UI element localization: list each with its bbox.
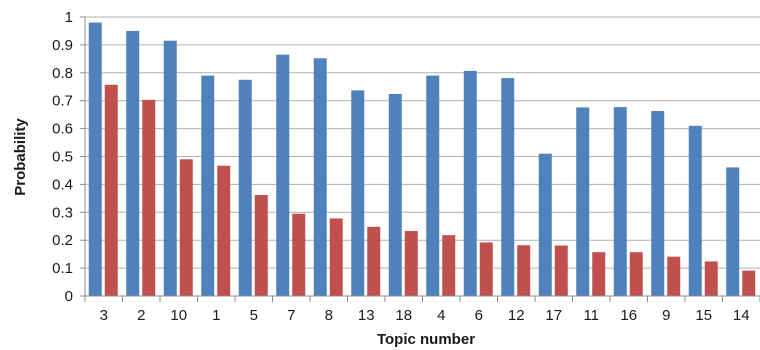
bar-series2-topic-16 [629, 252, 643, 296]
bar-series1-topic-10 [163, 40, 177, 297]
y-tick-labels: 0 0.1 0.2 0.3 0.4 0.5 0.6 0.7 0.8 0.9 1 [52, 9, 73, 305]
bar-series2-topic-6 [479, 242, 493, 296]
bar-series2-topic-11 [592, 252, 606, 296]
bar-series2-topic-14 [742, 270, 756, 296]
bar-series1-topic-3 [88, 22, 102, 297]
x-tick-label: 13 [358, 307, 375, 324]
y-tick-label: 0.2 [52, 232, 73, 249]
bar-series2-topic-2 [142, 99, 156, 296]
bar-series1-topic-7 [276, 54, 290, 296]
x-tick-labels: 3 2 10 1 5 7 8 13 18 4 6 12 17 11 16 9 15 14 [100, 307, 750, 324]
x-tick-label: 2 [137, 307, 145, 324]
bar-series1-topic-11 [576, 107, 590, 296]
y-tick-label: 0.9 [52, 37, 73, 54]
x-tick-label: 7 [287, 307, 295, 324]
x-tick-label: 12 [508, 307, 525, 324]
bar-series1-topic-9 [651, 111, 665, 296]
x-tick-label: 10 [170, 307, 187, 324]
bar-series1-topic-2 [126, 30, 140, 296]
bar-series1-topic-8 [313, 58, 327, 297]
y-tick-label: 0.5 [52, 149, 73, 166]
bar-series1-topic-12 [501, 78, 515, 296]
bar-series2-topic-9 [667, 256, 681, 296]
y-tick-label: 1 [65, 9, 73, 26]
x-tick-label: 16 [620, 307, 637, 324]
x-tick-label: 15 [695, 307, 712, 324]
y-tick-label: 0.8 [52, 65, 73, 82]
x-tick-label: 6 [475, 307, 483, 324]
bar-series2-topic-17 [554, 245, 568, 296]
bar-series1-topic-17 [538, 153, 552, 296]
bar-series2-topic-12 [517, 245, 531, 296]
y-tick-label: 0.1 [52, 260, 73, 277]
x-tick-label: 5 [250, 307, 258, 324]
y-tick-label: 0.6 [52, 121, 73, 138]
bar-series2-topic-4 [442, 235, 456, 296]
y-tick-label: 0.4 [52, 176, 73, 193]
bar-series2-topic-18 [404, 230, 418, 296]
bar-series2-topic-1 [217, 165, 231, 296]
bar-series2-topic-7 [292, 213, 306, 296]
x-tick-label: 8 [325, 307, 333, 324]
y-tick-label: 0.3 [52, 204, 73, 221]
x-tick-label: 14 [733, 307, 750, 324]
bar-series1-topic-13 [351, 90, 365, 296]
bar-series2-topic-13 [367, 226, 381, 296]
x-tick-label: 9 [662, 307, 670, 324]
bar-series1-topic-4 [426, 75, 440, 296]
bar-series1-topic-5 [238, 79, 252, 297]
x-tick-label: 1 [212, 307, 220, 324]
bar-series2-topic-3 [104, 84, 118, 296]
bar-series1-topic-18 [388, 94, 402, 296]
bar-series2-topic-8 [329, 218, 343, 296]
bar-series1-topic-14 [726, 167, 740, 296]
x-tick-label: 11 [583, 307, 599, 324]
bar-series1-topic-6 [463, 70, 477, 296]
bar-series2-topic-15 [704, 261, 718, 296]
y-tick-label: 0 [65, 288, 73, 305]
x-tick-label: 17 [545, 307, 562, 324]
x-tick-label: 4 [437, 307, 445, 324]
bar-series1-topic-16 [613, 107, 627, 296]
x-axis-title: Topic number [377, 331, 475, 348]
bar-series-group [88, 22, 756, 297]
x-tick-label: 3 [100, 307, 108, 324]
y-tick-label: 0.7 [52, 93, 73, 110]
gridlines [85, 16, 760, 269]
axes [80, 16, 760, 302]
bar-series1-topic-15 [688, 125, 702, 296]
bar-series1-topic-1 [201, 75, 215, 296]
bar-series2-topic-10 [179, 159, 193, 296]
x-tick-label: 18 [395, 307, 412, 324]
y-axis-title: Probability [12, 118, 29, 196]
bar-series2-topic-5 [254, 195, 268, 296]
